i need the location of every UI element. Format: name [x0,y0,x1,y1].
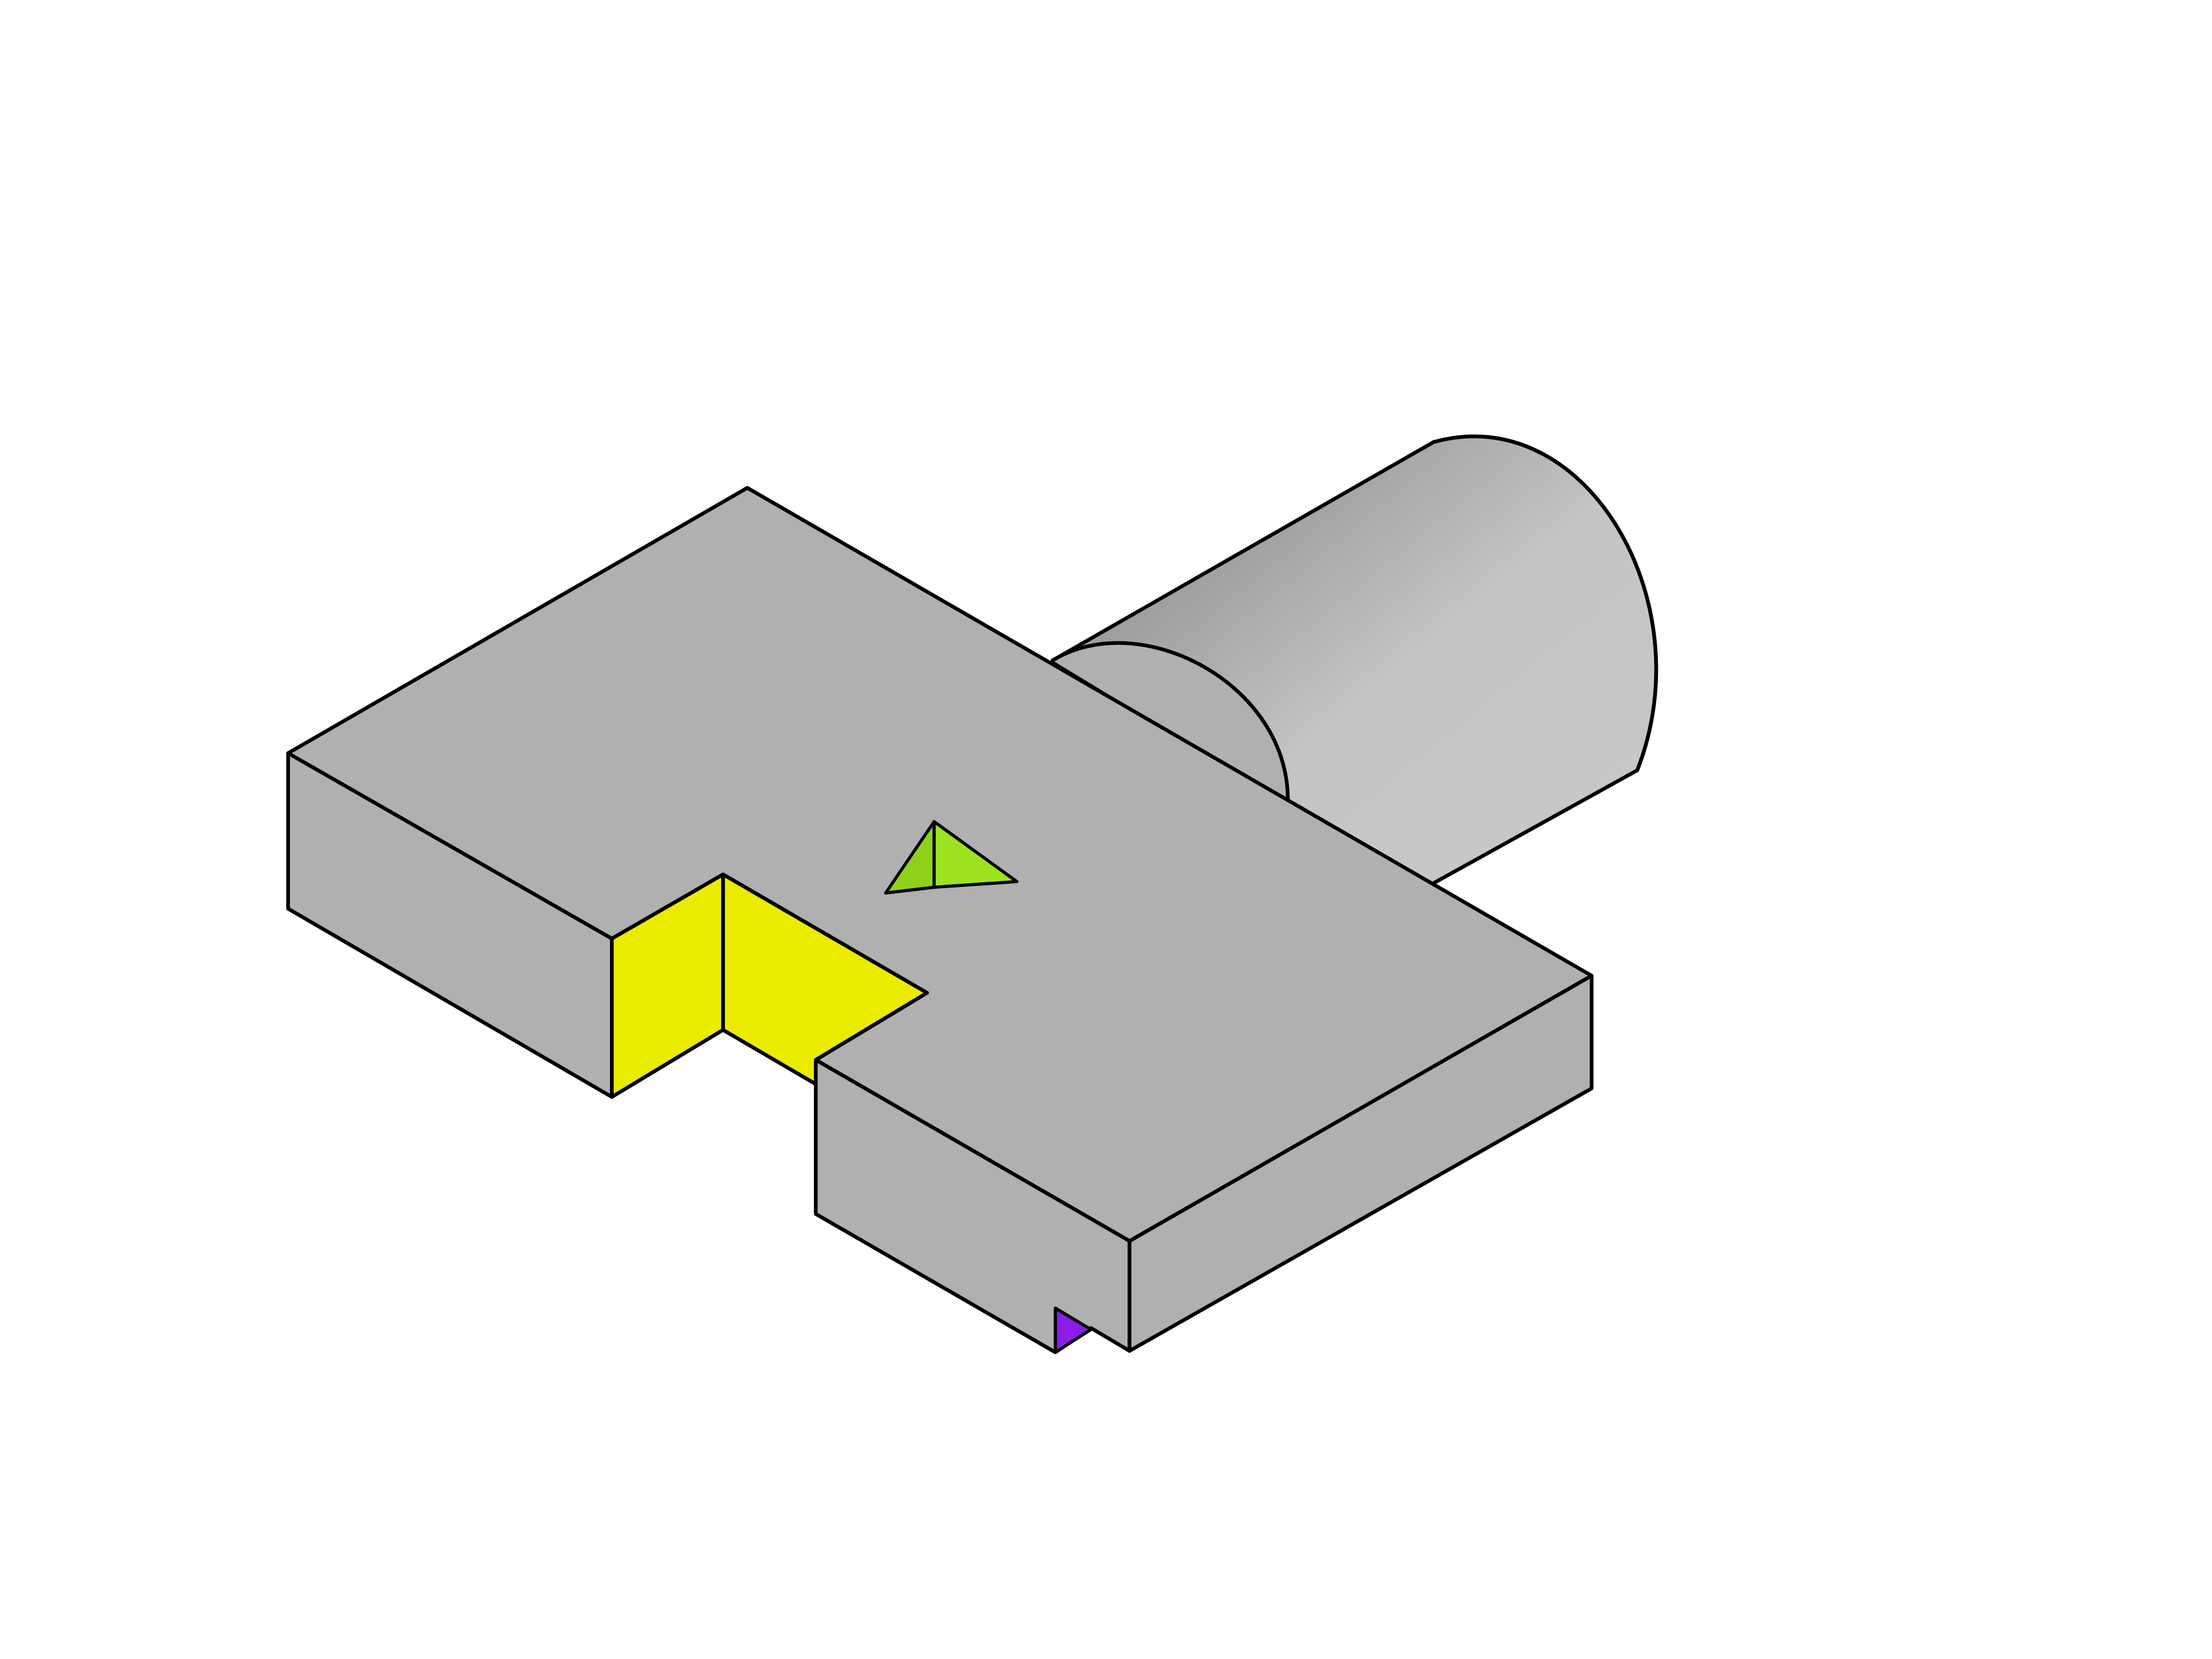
cad-scene[interactable] [0,0,2212,1659]
cad-viewport[interactable] [0,0,2212,1659]
